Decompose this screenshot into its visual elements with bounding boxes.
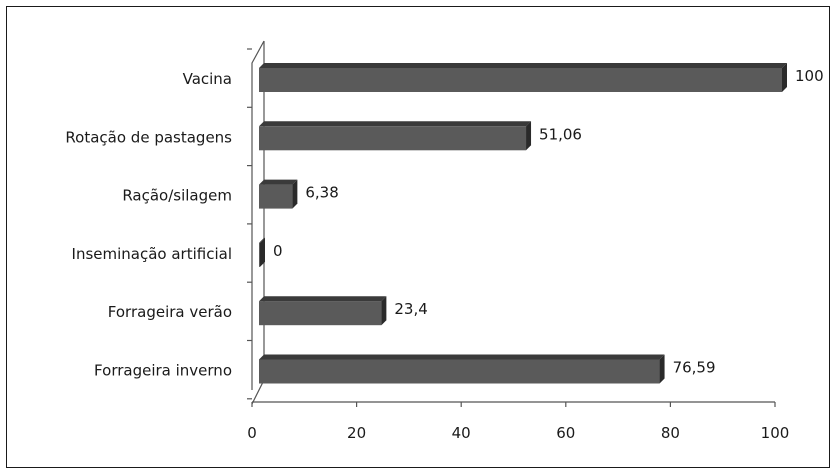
bar-side-face [526,121,532,151]
y-axis-front [251,40,265,390]
value-label: 0 [273,242,283,260]
axes [247,40,776,407]
labels: 0 20 40 60 80 100 Vacina 100 Rotação de pastagen… [65,67,823,442]
category-label: Forrageira inverno [94,362,232,380]
category-label: Vacina [183,70,232,88]
category-label: Inseminação artificial [72,245,232,263]
bar [259,126,527,151]
bar-side-face [782,63,787,92]
bar-top-face [259,121,532,127]
x-tick-label: 80 [661,424,680,442]
x-tick-label: 20 [347,424,366,442]
category-label: Rotação de pastagens [65,128,232,146]
bar [259,359,660,384]
x-tick-label: 60 [556,424,575,442]
bar-top-face [259,237,265,243]
x-tick-label: 40 [452,424,471,442]
category-label: Forrageira verão [108,303,232,321]
bar [259,68,782,92]
bar-side-face [260,237,265,267]
value-label: 23,4 [394,300,427,318]
value-label: 51,06 [539,125,582,143]
x-tick-label: 0 [247,424,257,442]
bar-side-face [292,179,298,209]
value-label: 76,59 [673,359,716,377]
bar [259,242,260,267]
value-label: 100 [795,67,824,85]
bar-top-face [259,179,298,185]
bar-side-face [381,296,387,326]
x-tick-label: 100 [761,424,790,442]
bar [259,184,293,209]
bar-top-face [259,354,665,360]
category-label: Ração/silagem [122,187,232,205]
bar-top-face [259,296,387,302]
bar-top-face [259,63,787,68]
bars [259,63,787,384]
value-label: 6,38 [305,184,338,202]
bar-side-face [659,354,665,384]
bar [259,301,382,326]
